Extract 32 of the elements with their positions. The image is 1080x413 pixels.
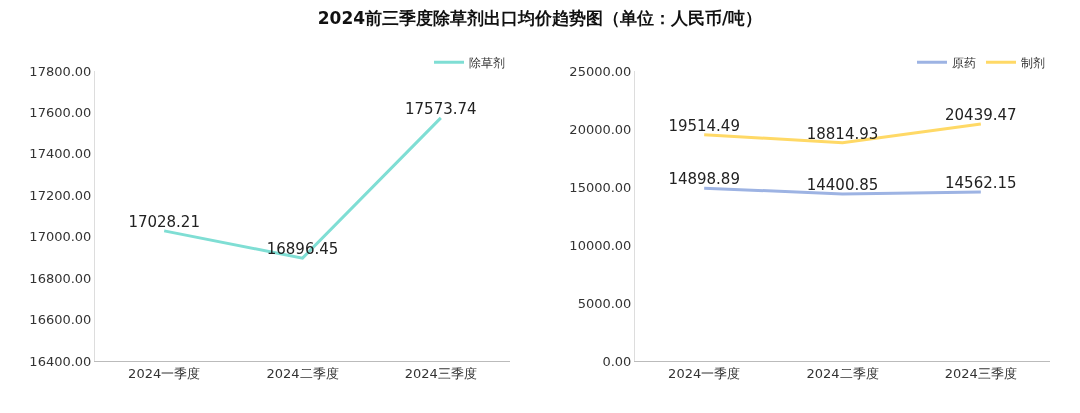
data-label: 20439.47 [945,106,1017,125]
y-tick-label: 10000.00 [569,237,632,253]
legend-label: 原药 [952,55,976,70]
data-label: 14898.89 [668,170,740,189]
y-tick-label: 15000.00 [569,179,632,195]
y-tick-label: 16400.00 [29,353,92,369]
y-tick-label: 17800.00 [29,63,92,79]
data-label: 17573.74 [405,100,477,119]
x-tick-label: 2024二季度 [806,365,879,381]
y-tick-label: 17600.00 [29,104,92,120]
legend-label: 制剂 [1021,55,1045,70]
data-label: 14400.85 [806,176,879,195]
x-tick-label: 2024三季度 [404,365,477,381]
data-label: 18814.93 [806,125,879,143]
y-tick-label: 17200.00 [29,187,92,203]
x-tick-label: 2024一季度 [668,365,741,381]
y-tick-label: 16600.00 [29,312,92,328]
data-label: 17028.21 [128,213,200,232]
y-tick-label: 0.00 [602,353,632,369]
data-label: 14562.15 [945,174,1017,193]
y-tick-label: 5000.00 [577,295,632,311]
chart-title: 2024前三季度除草剂出口均价趋势图（单位：人民币/吨） [316,7,764,30]
data-label: 19514.49 [668,116,740,135]
y-tick-label: 25000.00 [569,63,632,79]
y-tick-label: 20000.00 [569,121,632,137]
x-tick-label: 2024二季度 [266,365,339,381]
y-tick-label: 17400.00 [29,146,92,162]
y-tick-label: 16800.00 [29,270,92,286]
x-tick-label: 2024一季度 [128,365,201,381]
legend-label: 除草剂 [469,55,505,70]
x-tick-label: 2024三季度 [944,365,1017,381]
y-tick-label: 17000.00 [29,229,92,245]
